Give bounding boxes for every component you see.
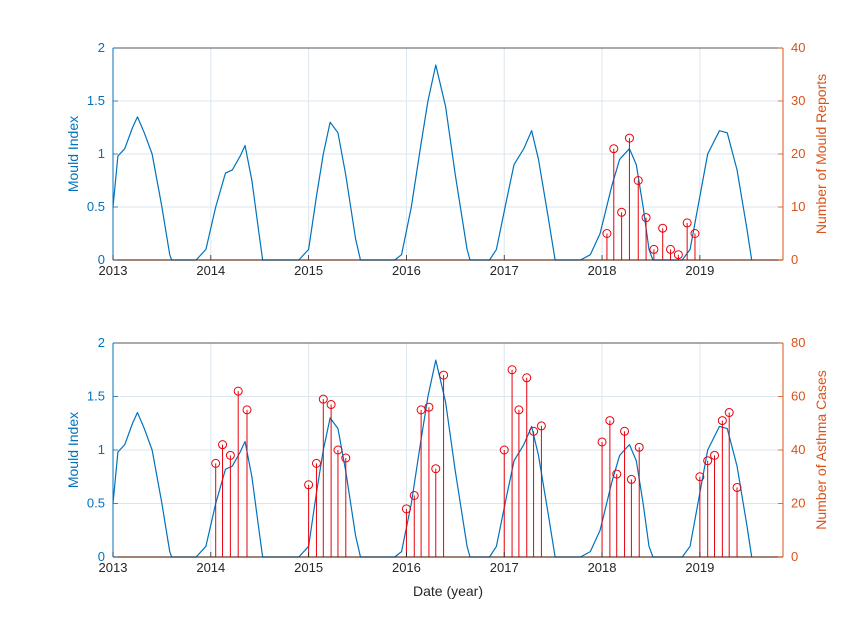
stem-marker: [624, 133, 634, 143]
stem-marker: [233, 386, 243, 396]
stem-marker: [633, 176, 643, 185]
right-y-tick-label: 40: [791, 40, 805, 55]
right-y-tick-label: 20: [791, 496, 805, 511]
stem-marker: [522, 373, 532, 383]
right-y-tick-label: 20: [791, 146, 805, 161]
stem-marker: [717, 416, 727, 426]
left-y-tick-label: 2: [98, 40, 105, 55]
x-tick-label: 2016: [392, 263, 421, 278]
stem-marker: [710, 450, 720, 460]
stem-marker: [439, 370, 449, 380]
stem-marker: [318, 394, 328, 404]
stem-marker: [620, 426, 630, 436]
stem-marker: [225, 450, 235, 460]
right-y-tick-label: 30: [791, 93, 805, 108]
stem-marker: [602, 229, 612, 238]
stem-marker: [682, 218, 692, 228]
stem-marker: [326, 400, 336, 410]
right-y-tick-label: 40: [791, 442, 805, 457]
left-y-tick-label: 0.5: [87, 199, 105, 214]
left-y-tick-label: 1.5: [87, 389, 105, 404]
stem-marker: [612, 469, 622, 479]
stem-marker: [341, 453, 351, 463]
stem-marker: [499, 445, 509, 455]
stem-marker: [401, 504, 411, 514]
x-tick-label: 2014: [196, 560, 225, 575]
asthma-cases-panel: 2013 2014 2015 2016 2017 2018 201900.511.52020…: [65, 335, 829, 599]
stem-marker: [424, 402, 434, 412]
stem-marker: [626, 474, 636, 484]
left-y-tick-label: 1.5: [87, 93, 105, 108]
stem-marker: [597, 437, 607, 447]
x-tick-label: 2019: [685, 263, 714, 278]
mould-reports-panel: 2013 2014 2015 2016 2017 2018 201900.511.52010…: [65, 40, 829, 278]
stem-marker: [658, 223, 668, 233]
x-tick-label: 2013: [99, 263, 128, 278]
x-tick-label: 2013: [99, 560, 128, 575]
left-y-tick-label: 1: [98, 442, 105, 457]
stem-marker: [703, 456, 713, 466]
stem-marker: [690, 229, 700, 238]
x-tick-label: 2015: [294, 560, 323, 575]
x-tick-label: 2017: [490, 560, 519, 575]
stem-marker: [409, 490, 419, 500]
stem-marker: [416, 405, 426, 415]
left-y-tick-label: 0: [98, 252, 105, 267]
x-tick-label: 2014: [196, 263, 225, 278]
left-y-tick-label: 1: [98, 146, 105, 161]
right-y-tick-label: 10: [791, 199, 805, 214]
left-y-tick-label: 0: [98, 549, 105, 564]
x-tick-label: 2015: [294, 263, 323, 278]
right-y-tick-label: 0: [791, 252, 798, 267]
x-tick-label: 2017: [490, 263, 519, 278]
stem-marker: [333, 445, 343, 455]
stem-marker: [617, 207, 627, 217]
mould-index-line: [112, 359, 753, 558]
stem-marker: [536, 421, 546, 431]
stem-marker: [732, 482, 742, 492]
stem-marker: [649, 244, 659, 254]
stem-marker: [605, 416, 615, 426]
stem-marker: [666, 244, 676, 254]
stem-marker: [507, 365, 517, 375]
stem-marker: [695, 472, 705, 482]
stem-marker: [609, 144, 619, 154]
stem-marker: [514, 405, 524, 415]
stem-marker: [641, 213, 651, 223]
x-axis-label: Date (year): [413, 583, 483, 599]
right-y-axis-label: Number of Asthma Cases: [813, 370, 829, 530]
stem-marker: [529, 426, 539, 436]
stem-marker: [211, 458, 221, 468]
x-tick-label: 2016: [392, 560, 421, 575]
stem-marker: [431, 464, 441, 474]
left-y-tick-label: 0.5: [87, 496, 105, 511]
stem-marker: [634, 442, 644, 452]
stem-marker: [304, 480, 314, 490]
right-y-tick-label: 80: [791, 335, 805, 350]
left-y-tick-label: 2: [98, 335, 105, 350]
right-y-tick-label: 60: [791, 389, 805, 404]
stem-marker: [311, 458, 321, 468]
right-y-tick-label: 0: [791, 549, 798, 564]
x-tick-label: 2018: [588, 560, 617, 575]
x-tick-label: 2018: [588, 263, 617, 278]
left-y-axis-label: Mould Index: [65, 116, 81, 192]
stem-marker: [724, 408, 734, 418]
stem-marker: [218, 440, 228, 450]
mould-index-line: [112, 64, 753, 261]
stem-marker: [673, 250, 683, 260]
right-y-axis-label: Number of Mould Reports: [813, 74, 829, 234]
x-tick-label: 2019: [685, 560, 714, 575]
stem-marker: [242, 405, 252, 415]
left-y-axis-label: Mould Index: [65, 412, 81, 488]
